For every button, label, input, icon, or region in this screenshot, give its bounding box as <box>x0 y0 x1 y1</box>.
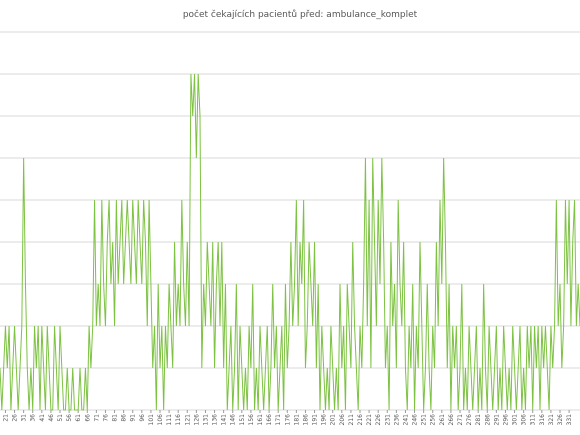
x-tick-label: 201 <box>330 414 337 426</box>
x-tick-label: 176 <box>284 414 291 426</box>
x-tick-label: 151 <box>239 414 246 426</box>
x-tick-label: 311 <box>530 414 537 426</box>
x-tick-label: 171 <box>275 414 282 426</box>
data-line <box>0 73 580 411</box>
x-tick-label: 26 <box>12 414 19 422</box>
x-tick-label: 116 <box>175 414 182 426</box>
x-tick-label: 31 <box>21 414 28 422</box>
x-tick-label: 261 <box>439 414 446 426</box>
x-tick-label: 86 <box>121 414 128 422</box>
x-tick-label: 221 <box>366 414 373 426</box>
x-tick-label: 81 <box>112 414 119 422</box>
x-tick-label: 206 <box>339 414 346 426</box>
x-tick-label: 121 <box>184 414 191 426</box>
x-tick-label: 101 <box>148 414 155 426</box>
x-tick-label: 96 <box>139 414 146 422</box>
x-tick-label: 61 <box>75 414 82 422</box>
x-tick-label: 301 <box>512 414 519 426</box>
x-tick-label: 241 <box>402 414 409 426</box>
x-tick-label: 56 <box>66 414 73 422</box>
x-tick-label: 41 <box>39 414 46 422</box>
x-tick-label: 196 <box>321 414 328 426</box>
x-tick-label: 211 <box>348 414 355 426</box>
x-tick-label: 71 <box>93 414 100 422</box>
x-tick-label: 76 <box>102 414 109 422</box>
x-tick-label: 131 <box>202 414 209 426</box>
x-tick-label: 296 <box>502 414 509 426</box>
x-tick-label: 51 <box>57 414 64 422</box>
x-tick-label: 286 <box>484 414 491 426</box>
x-tick-label: 276 <box>466 414 473 426</box>
chart-title: počet čekajících pacientů před: ambulanc… <box>183 9 418 20</box>
x-tick-label: 316 <box>539 414 546 426</box>
x-tick-label: 126 <box>193 414 200 426</box>
x-tick-label: 256 <box>430 414 437 426</box>
x-tick-label: 36 <box>30 414 37 422</box>
x-tick-label: 166 <box>266 414 273 426</box>
x-tick-label: 321 <box>548 414 555 426</box>
x-tick-label: 226 <box>375 414 382 426</box>
x-tick-label: 246 <box>412 414 419 426</box>
x-tick-label: 161 <box>257 414 264 426</box>
x-tick-label: 91 <box>130 414 137 422</box>
x-tick-label: 21 <box>2 414 9 422</box>
x-tick-label: 291 <box>493 414 500 426</box>
x-tick-label: 236 <box>393 414 400 426</box>
x-tick-label: 186 <box>302 414 309 426</box>
x-tick-label: 181 <box>293 414 300 426</box>
x-tick-label: 136 <box>212 414 219 426</box>
x-tick-label: 281 <box>475 414 482 426</box>
x-tick-label: 331 <box>566 414 573 426</box>
x-tick-label: 146 <box>230 414 237 426</box>
x-tick-label: 111 <box>166 414 173 426</box>
x-tick-label: 156 <box>248 414 255 426</box>
x-tick-label: 231 <box>384 414 391 426</box>
x-tick-label: 216 <box>357 414 364 426</box>
x-tick-label: 191 <box>312 414 319 426</box>
x-tick-label: 266 <box>448 414 455 426</box>
x-tick-label: 46 <box>48 414 55 422</box>
x-tick-label: 326 <box>557 414 564 426</box>
x-tick-label: 306 <box>521 414 528 426</box>
x-tick-label: 271 <box>457 414 464 426</box>
x-tick-label: 141 <box>221 414 228 426</box>
x-tick-label: 66 <box>84 414 91 422</box>
x-tick-label: 106 <box>157 414 164 426</box>
x-tick-label: 251 <box>421 414 428 426</box>
